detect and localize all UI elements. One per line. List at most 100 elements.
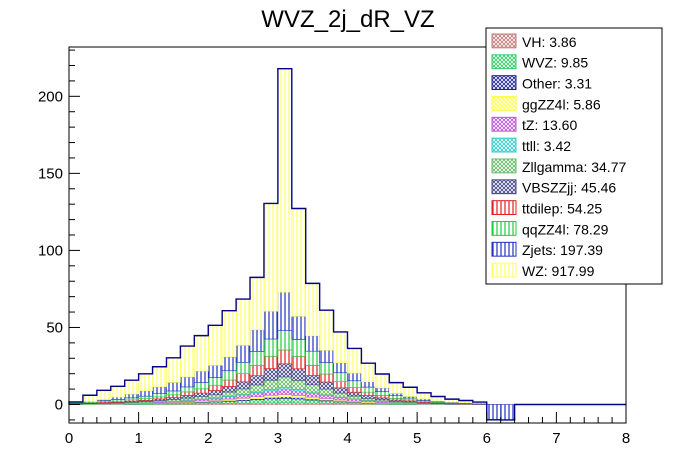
bar: [166, 382, 181, 392]
y-tick-label: 0: [55, 397, 63, 414]
bar: [124, 397, 139, 401]
bar: [110, 386, 126, 398]
bar: [319, 362, 334, 375]
y-tick-label: 100: [38, 242, 63, 259]
bar: [277, 376, 293, 389]
bar: [235, 373, 251, 383]
bar: [221, 356, 237, 372]
x-tick-label: 4: [343, 430, 351, 447]
bar: [249, 384, 265, 393]
bar: [347, 387, 362, 393]
legend-swatch: [491, 200, 517, 216]
bar: [138, 395, 153, 399]
legend-swatch: [491, 137, 517, 153]
bar: [277, 394, 293, 398]
axes: 0 1 2 3 4 5 6 7 8 0 50 100 150 200: [38, 49, 630, 447]
bar: [235, 381, 251, 390]
bar: [194, 335, 209, 372]
bar: [333, 397, 348, 401]
bar: [221, 370, 237, 381]
bar: [305, 392, 320, 398]
bar: [221, 310, 237, 358]
bar: [305, 335, 320, 352]
series-8: [68, 349, 488, 405]
legend-entry: Zjets: 197.39: [522, 242, 603, 258]
bar: [207, 325, 223, 366]
legend-swatch: [491, 221, 517, 236]
bar: [277, 363, 293, 378]
bar: [152, 386, 167, 395]
x-tick-label: 3: [274, 430, 282, 447]
bar: [388, 393, 404, 397]
bar: [319, 309, 334, 351]
bar: [291, 339, 307, 357]
x-tick-label: 8: [622, 430, 630, 447]
bar: [180, 345, 195, 378]
legend-swatch: [491, 33, 517, 49]
bar: [333, 381, 348, 389]
bar: [263, 398, 279, 404]
bar: [194, 382, 209, 390]
bar: [375, 391, 390, 396]
legend-swatch: [491, 179, 517, 195]
bar: [388, 382, 404, 394]
legend-entry: VH: 3.86: [522, 34, 577, 50]
y-tick-label: 150: [38, 165, 63, 182]
bar: [221, 379, 237, 387]
bar: [96, 390, 112, 400]
bar: [305, 399, 320, 404]
legend-swatch: [491, 158, 517, 174]
bar: [347, 372, 362, 382]
bar: [319, 388, 334, 395]
bar: [166, 390, 181, 396]
legend: VH: 3.86 WVZ: 9.85 Other: 3.31 ggZZ4l: 5.86…: [485, 27, 663, 285]
bar: [319, 395, 334, 399]
bar: [221, 391, 237, 397]
legend-entry: WZ: 917.99: [522, 263, 595, 279]
bar: [235, 361, 251, 374]
stacked-histogram-bars: [68, 68, 515, 421]
bar: [291, 398, 307, 404]
bar: [263, 338, 279, 357]
x-tick-label: 5: [413, 430, 421, 447]
bar: [249, 351, 265, 366]
bar: [166, 394, 181, 398]
bar: [207, 390, 223, 396]
bar: [249, 329, 265, 352]
bar: [249, 399, 265, 404]
bar: [361, 395, 376, 399]
bar: [166, 397, 181, 400]
bar: [263, 368, 279, 381]
bar: [319, 381, 334, 390]
bar: [152, 396, 167, 400]
bar: [263, 203, 279, 312]
bar: [110, 396, 126, 400]
bar: [333, 392, 348, 398]
bar: [235, 298, 251, 346]
bar: [375, 387, 390, 393]
legend-entry: ggZZ4l: 5.86: [522, 96, 601, 112]
bar: [291, 356, 307, 370]
legend-entry: qqZZ4l: 78.29: [522, 221, 609, 237]
bar: [305, 350, 320, 366]
legend-entry: ttll: 3.42: [522, 138, 571, 154]
bar: [263, 310, 279, 340]
bar: [235, 345, 251, 363]
x-tick-label: 7: [552, 430, 560, 447]
bar: [291, 390, 307, 396]
bar: [347, 348, 362, 374]
x-tick-label: 2: [204, 430, 212, 447]
bar: [347, 391, 362, 397]
bar: [305, 384, 320, 393]
bar: [194, 370, 209, 383]
bar: [361, 362, 376, 383]
bar: [249, 277, 265, 331]
bar: [180, 386, 195, 393]
legend-swatch: [491, 96, 517, 111]
bar: [291, 316, 307, 340]
bar: [277, 68, 293, 293]
legend-entry: ttdilep: 54.25: [522, 201, 602, 217]
bar: [166, 357, 181, 383]
bar: [333, 387, 348, 394]
legend-swatch: [491, 241, 517, 257]
